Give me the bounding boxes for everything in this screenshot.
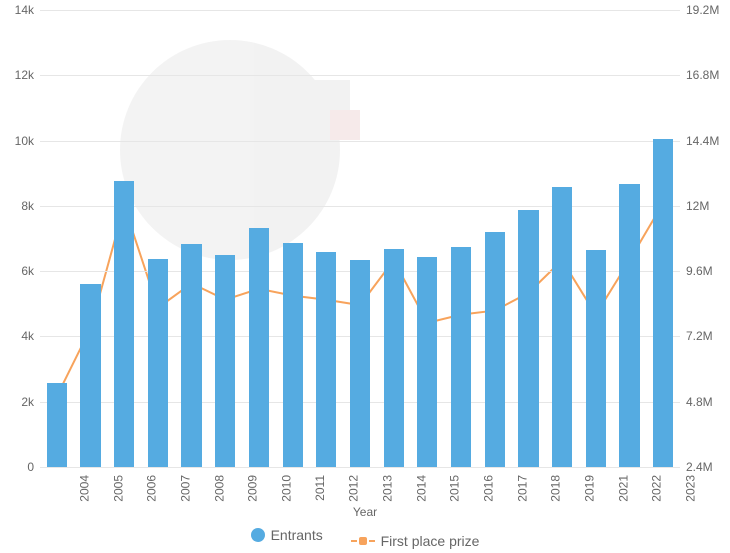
x-axis-title: Year (0, 505, 730, 519)
y-right-tick: 2.4M (686, 460, 713, 474)
x-tick: 2019 (583, 475, 597, 502)
x-tick: 2021 (616, 475, 630, 502)
bar-entrants[interactable] (451, 247, 471, 467)
legend-swatch-entrants (251, 528, 265, 542)
bar-entrants[interactable] (316, 252, 336, 467)
legend-swatch-prize (351, 540, 375, 542)
y-left-tick: 6k (21, 264, 34, 278)
bar-entrants[interactable] (619, 184, 639, 467)
y-right-tick: 7.2M (686, 329, 713, 343)
bar-entrants[interactable] (181, 244, 201, 467)
y-left-tick: 0 (27, 460, 34, 474)
x-tick: 2015 (448, 475, 462, 502)
gridline (40, 141, 680, 142)
y-right-tick: 19.2M (686, 3, 719, 17)
bar-entrants[interactable] (215, 255, 235, 467)
y-right-tick: 14.4M (686, 134, 719, 148)
bar-entrants[interactable] (350, 260, 370, 467)
x-tick: 2008 (212, 475, 226, 502)
bar-entrants[interactable] (586, 250, 606, 467)
bar-entrants[interactable] (518, 210, 538, 467)
x-tick: 2011 (312, 475, 326, 501)
bar-entrants[interactable] (653, 139, 673, 467)
x-tick: 2006 (145, 475, 159, 502)
y-right-tick: 4.8M (686, 395, 713, 409)
bar-entrants[interactable] (384, 249, 404, 467)
y-left-tick: 14k (15, 3, 34, 17)
bar-entrants[interactable] (552, 187, 572, 467)
gridline (40, 75, 680, 76)
y-right-tick: 16.8M (686, 68, 719, 82)
x-tick: 2010 (280, 475, 294, 502)
legend-label-prize: First place prize (381, 533, 480, 549)
chart-root: { "size": { "width": 730, "height": 553 … (0, 0, 730, 553)
x-tick: 2018 (549, 475, 563, 502)
y-left-tick: 12k (15, 68, 34, 82)
x-tick: 2009 (246, 475, 260, 502)
bar-entrants[interactable] (114, 181, 134, 467)
legend: Entrants First place prize (0, 527, 730, 549)
gridline (40, 467, 680, 468)
bar-entrants[interactable] (148, 259, 168, 467)
bar-entrants[interactable] (485, 232, 505, 467)
bar-entrants[interactable] (417, 257, 437, 467)
x-tick: 2017 (515, 475, 529, 502)
y-right-tick: 9.6M (686, 264, 713, 278)
gridline (40, 206, 680, 207)
legend-label-entrants: Entrants (271, 527, 323, 543)
x-tick: 2007 (179, 475, 193, 502)
x-tick: 2014 (414, 475, 428, 502)
gridline (40, 10, 680, 11)
bar-entrants[interactable] (47, 383, 67, 467)
x-tick: 2005 (111, 475, 125, 502)
plot-area (40, 10, 680, 467)
y-right-tick: 12M (686, 199, 709, 213)
bar-entrants[interactable] (80, 284, 100, 467)
y-left-tick: 8k (21, 199, 34, 213)
legend-item-prize[interactable]: First place prize (351, 533, 480, 549)
bar-entrants[interactable] (249, 228, 269, 467)
x-tick: 2004 (78, 475, 92, 502)
x-tick: 2012 (347, 475, 361, 502)
x-tick: 2023 (684, 475, 698, 502)
x-tick: 2016 (482, 475, 496, 502)
y-left-tick: 4k (21, 329, 34, 343)
bar-entrants[interactable] (283, 243, 303, 467)
y-left-tick: 2k (21, 395, 34, 409)
x-tick: 2013 (381, 475, 395, 502)
x-tick: 2022 (650, 475, 664, 502)
y-left-tick: 10k (15, 134, 34, 148)
legend-item-entrants[interactable]: Entrants (251, 527, 323, 543)
